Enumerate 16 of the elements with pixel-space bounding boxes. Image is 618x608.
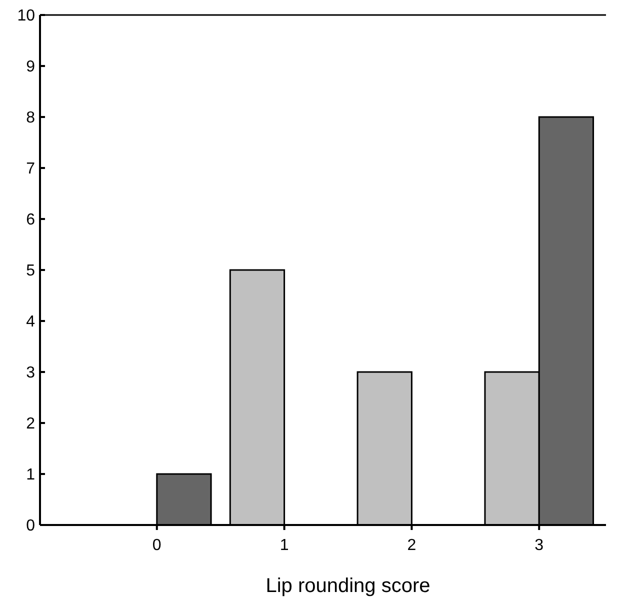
x-tick-label: 2 (407, 537, 416, 554)
y-tick-label: 8 (26, 110, 36, 127)
y-tick-label: 1 (26, 466, 36, 484)
x-axis-title: Lip rounding score (266, 575, 430, 597)
y-tick-label: 6 (26, 212, 36, 229)
y-tick-label: 2 (26, 416, 36, 433)
x-tick-label: 1 (280, 537, 289, 554)
y-tick-label: 0 (26, 518, 36, 535)
y-tick-label: 4 (26, 314, 36, 331)
y-tick-label: 5 (26, 262, 36, 280)
x-tick-label: 3 (534, 537, 544, 554)
x-tick-label: 0 (152, 537, 162, 554)
y-tick-label: 3 (26, 364, 36, 382)
y-tick-label: 10 (17, 8, 36, 25)
y-tick-label: 9 (26, 58, 36, 76)
y-tick-label: 7 (26, 160, 36, 178)
